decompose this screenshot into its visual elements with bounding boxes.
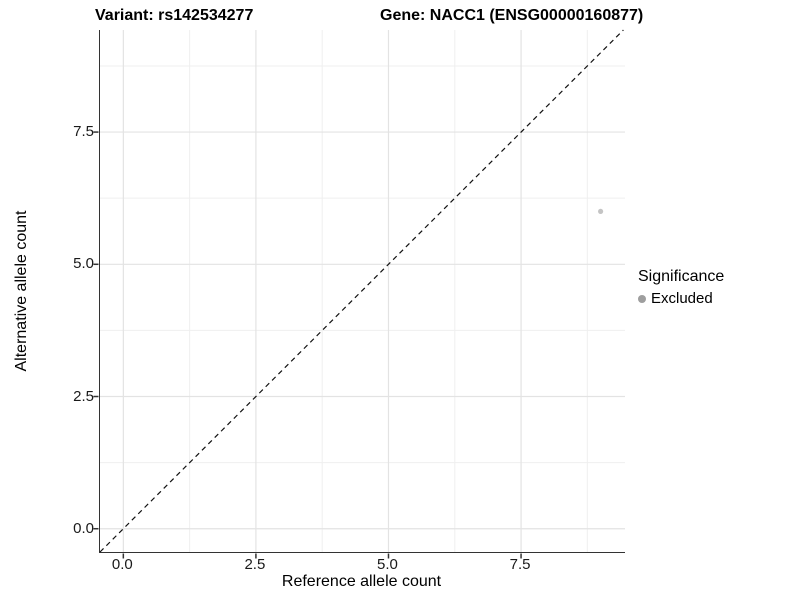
x-tick-label: 2.5 [244, 556, 266, 573]
gene-title: Gene: NACC1 (ENSG00000160877) [380, 7, 644, 24]
data-point [598, 208, 604, 215]
identity-dashed-line [99, 29, 624, 553]
variant-title: Variant: rs142534277 [95, 7, 254, 24]
y-axis-title: Alternative allele count [13, 210, 30, 372]
y-tick-label: 2.5 [73, 387, 94, 405]
y-tick-label: 0.0 [73, 519, 94, 537]
plot-panel [93, 29, 625, 559]
x-tick-label: 7.5 [509, 556, 531, 573]
y-tick-label: 5.0 [73, 255, 94, 273]
x-tick-label: 5.0 [377, 556, 398, 573]
y-tick-label: 7.5 [73, 123, 94, 141]
legend-dot-icon [638, 294, 646, 303]
legend-title: Significance [638, 268, 725, 285]
plot-svg [93, 29, 625, 559]
legend-item-excluded: Excluded [638, 290, 724, 307]
x-tick-label: 0.0 [111, 556, 133, 573]
legend: Significance Excluded [638, 268, 724, 307]
legend-item-label: Excluded [651, 290, 713, 307]
x-axis-title: Reference allele count [281, 573, 442, 590]
